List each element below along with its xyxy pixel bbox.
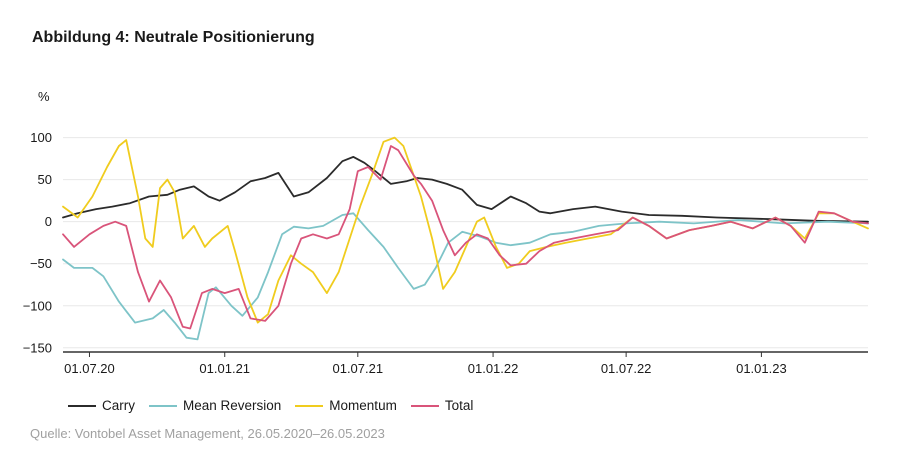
y-tick-label: 100 <box>30 130 52 145</box>
series-line-carry <box>62 156 869 223</box>
series-line-total <box>62 145 869 330</box>
legend: Carry Mean Reversion Momentum Total <box>68 398 473 413</box>
x-tick-label: 01.01.23 <box>736 361 787 376</box>
x-tick-label: 01.01.22 <box>468 361 519 376</box>
legend-swatch-total <box>410 404 439 407</box>
chart-title: Abbildung 4: Neutrale Positionierung <box>32 29 315 46</box>
legend-swatch-mean-reversion <box>149 404 177 407</box>
y-tick-label: 0 <box>45 214 52 229</box>
x-tick-label: 01.07.21 <box>332 361 383 376</box>
legend-swatch-carry <box>68 404 96 407</box>
legend-label-mean-reversion: Mean Reversion <box>183 398 282 413</box>
legend-label-total: Total <box>444 398 474 413</box>
y-axis-ticks: 100 50 0 −50 −100 −150 <box>23 130 52 355</box>
legend-swatch-momentum <box>295 404 324 407</box>
series-line-momentum <box>62 136 869 324</box>
legend-item-momentum[interactable]: Momentum <box>295 398 397 413</box>
legend-item-total[interactable]: Total <box>410 398 474 413</box>
legend-item-carry[interactable]: Carry <box>68 398 135 413</box>
legend-label-carry: Carry <box>102 398 135 413</box>
x-axis-ticks: 01.07.20 01.01.21 01.07.21 01.01.22 01.07.22… <box>64 352 787 376</box>
y-axis-unit-label: % <box>38 89 50 104</box>
source-note: Quelle: Vontobel Asset Management, 26.05… <box>30 426 385 441</box>
x-tick-label: 01.01.21 <box>199 361 250 376</box>
legend-item-mean-reversion[interactable]: Mean Reversion <box>149 398 281 413</box>
y-tick-label: −100 <box>23 298 52 313</box>
y-tick-label: −50 <box>30 256 52 271</box>
series-lines <box>62 136 869 341</box>
x-tick-label: 01.07.22 <box>601 361 652 376</box>
y-tick-label: 50 <box>38 172 52 187</box>
legend-label-momentum: Momentum <box>329 398 397 413</box>
series-line-mean-reversion <box>62 212 869 341</box>
y-tick-label: −150 <box>23 340 52 355</box>
x-tick-label: 01.07.20 <box>64 361 115 376</box>
